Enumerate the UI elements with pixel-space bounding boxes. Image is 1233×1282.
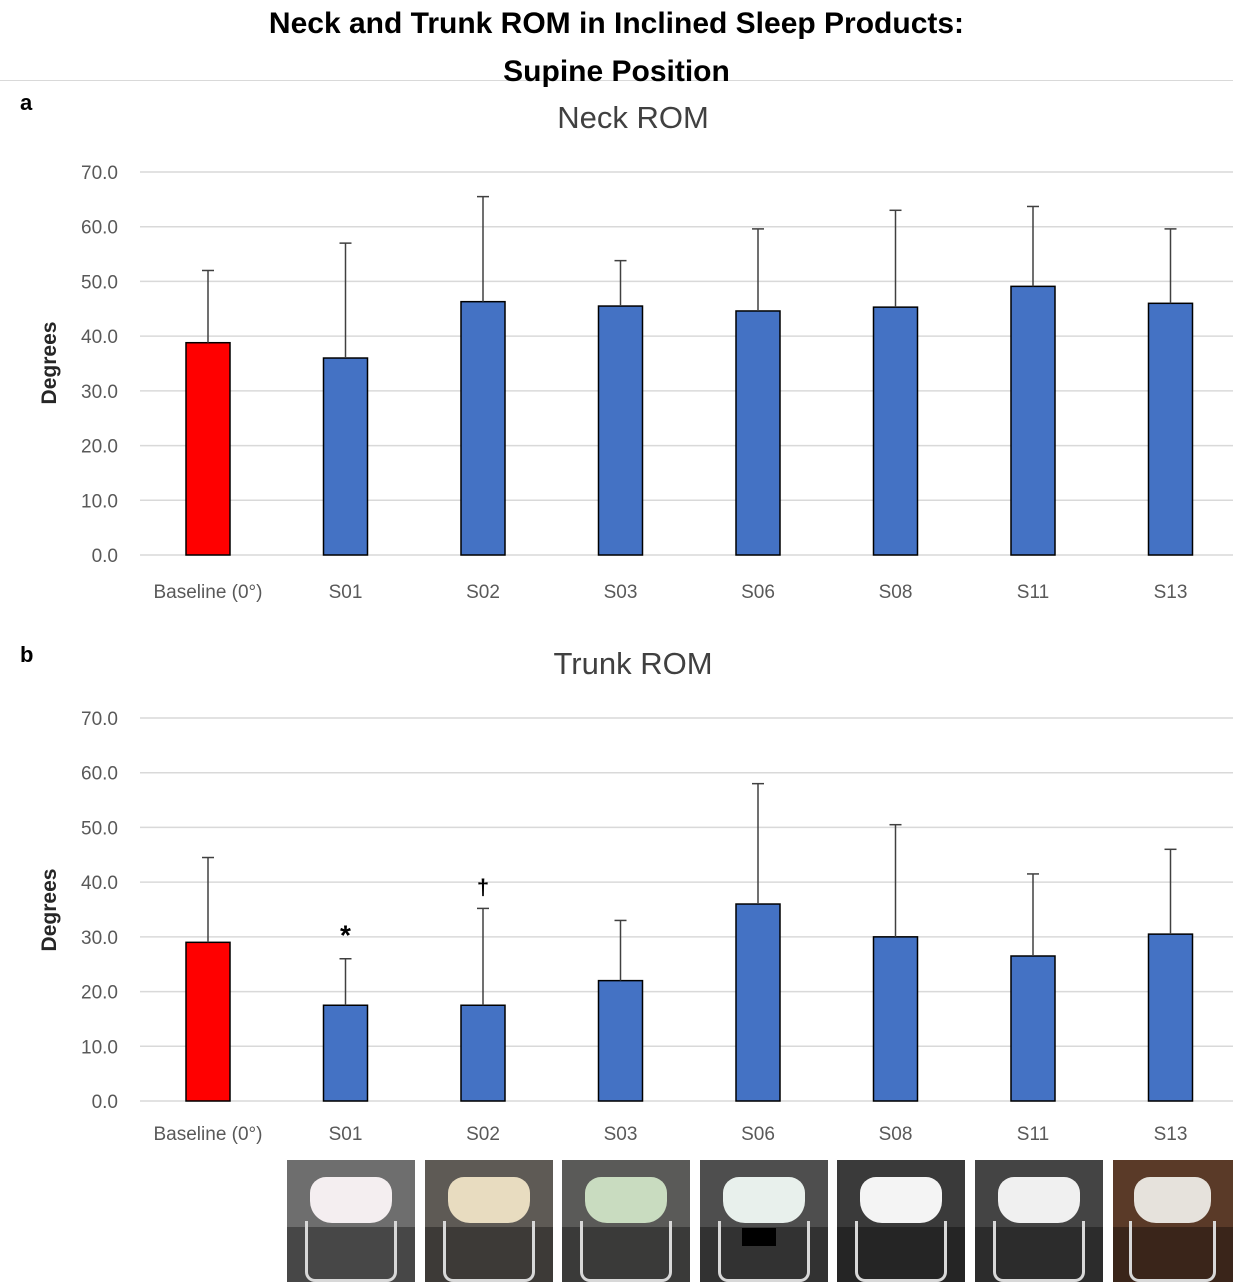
product-photo [1112, 1160, 1233, 1282]
y-tick-label: 20.0 [81, 437, 118, 458]
y-tick-label: 0.0 [92, 546, 118, 567]
product-photo-strip [287, 1160, 1233, 1282]
product-photo [562, 1160, 691, 1282]
y-tick-label: 50.0 [81, 272, 118, 293]
x-tick-label: S13 [1154, 1124, 1188, 1145]
y-axis-label: Degrees [38, 869, 61, 952]
significance-marker: * [340, 920, 351, 951]
figure-title-line-1: Neck and Trunk ROM in Inclined Sleep Pro… [268, 7, 965, 40]
product-seat [722, 1177, 805, 1224]
y-tick-label: 10.0 [81, 491, 118, 512]
y-tick-label: 70.0 [81, 709, 118, 730]
product-photo [699, 1160, 828, 1282]
product-photo [975, 1160, 1103, 1282]
product-frame [304, 1221, 398, 1282]
product-seat [585, 1177, 668, 1224]
bar-s13 [1147, 302, 1194, 556]
x-tick-label: S02 [466, 1124, 500, 1145]
product-photo [424, 1160, 553, 1282]
x-tick-label: S01 [329, 582, 363, 603]
chart-title: Trunk ROM [553, 646, 712, 681]
y-tick-label: 10.0 [81, 1037, 118, 1058]
y-tick-label: 40.0 [81, 873, 118, 894]
significance-marker: † [477, 874, 489, 899]
y-tick-label: 30.0 [81, 382, 118, 403]
product-frame [855, 1221, 948, 1282]
neck-rom-chart: Neck ROM 0.0 10.0 20.0 30.0 40.0 50.0 60.0 70.0 D… [38, 100, 1233, 603]
bar-s06 [735, 310, 781, 556]
y-tick-label: 0.0 [92, 1092, 118, 1113]
product-frame [717, 1221, 810, 1282]
y-tick-label: 50.0 [81, 818, 118, 839]
bar-s03 [597, 305, 644, 556]
bar-s11 [1010, 955, 1056, 1102]
figure-title-line-2: Supine Position [503, 55, 730, 88]
bar-s01 [322, 1004, 369, 1102]
y-tick-label: 60.0 [81, 218, 118, 239]
bar-s13 [1147, 933, 1194, 1102]
x-tick-label: Baseline (0°) [154, 582, 263, 603]
y-tick-label: 30.0 [81, 928, 118, 949]
product-seat [1134, 1177, 1212, 1224]
trunk-rom-chart: Trunk ROM 0.0 10.0 20.0 30.0 40.0 50.0 60.0 70.0… [38, 646, 1233, 1145]
x-tick-label: Baseline (0°) [154, 1124, 263, 1145]
product-seat [447, 1177, 530, 1224]
redaction-box [741, 1228, 776, 1246]
title-divider [0, 80, 1233, 81]
x-tick-label: S11 [1017, 582, 1049, 603]
bar-s03 [597, 979, 644, 1102]
product-photo [837, 1160, 966, 1282]
y-tick-label: 40.0 [81, 327, 118, 348]
bar-baseline-0 [185, 341, 231, 556]
x-tick-label: S01 [329, 1124, 363, 1145]
bar-baseline-0 [185, 941, 231, 1102]
x-tick-label: S08 [879, 1124, 913, 1145]
x-tick-label: S11 [1017, 1124, 1049, 1145]
y-axis-label: Degrees [38, 322, 61, 405]
product-frame [442, 1221, 535, 1282]
product-frame [992, 1221, 1086, 1282]
product-frame [580, 1221, 673, 1282]
x-tick-label: S06 [741, 582, 775, 603]
chart-title: Neck ROM [557, 100, 709, 135]
product-seat [998, 1177, 1080, 1224]
x-tick-label: S06 [741, 1124, 775, 1145]
x-tick-label: S03 [604, 1124, 638, 1145]
product-seat [310, 1177, 392, 1224]
y-tick-label: 70.0 [81, 163, 118, 184]
x-tick-label: S03 [604, 582, 638, 603]
panel-label-a: a [20, 90, 33, 115]
y-tick-label: 20.0 [81, 983, 118, 1004]
product-frame [1129, 1221, 1217, 1282]
bar-s08 [872, 936, 919, 1102]
x-tick-label: S13 [1154, 582, 1188, 603]
bar-s01 [322, 357, 369, 556]
bar-s08 [872, 306, 919, 556]
panel-label-b: b [20, 642, 34, 667]
y-tick-label: 60.0 [81, 764, 118, 785]
bar-s02 [460, 1004, 506, 1102]
x-tick-label: S02 [466, 582, 500, 603]
bar-s06 [735, 903, 781, 1102]
product-seat [860, 1177, 943, 1224]
bar-s02 [460, 300, 506, 556]
product-photo [287, 1160, 415, 1282]
x-tick-label: S08 [879, 582, 913, 603]
